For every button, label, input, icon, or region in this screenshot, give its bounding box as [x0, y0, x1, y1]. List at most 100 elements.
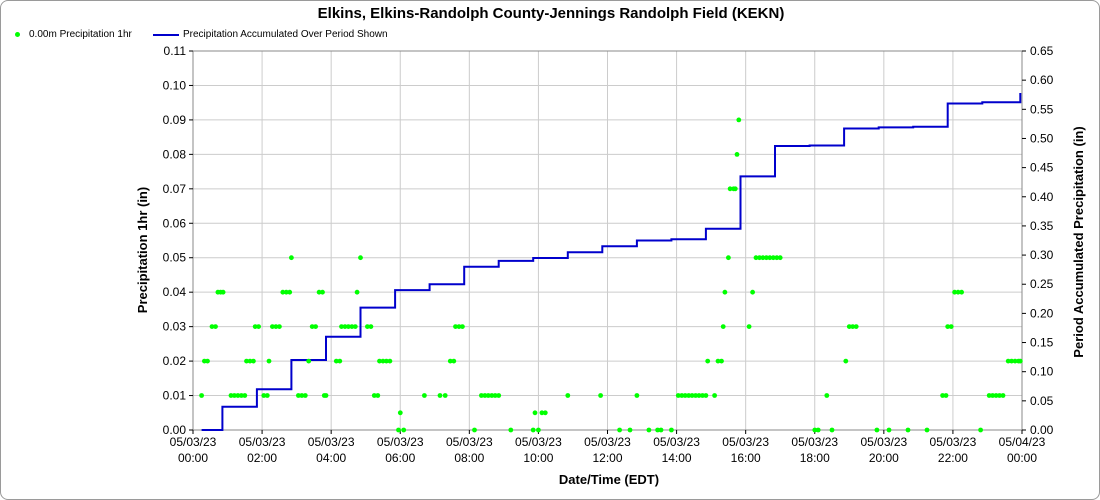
precip-1hr-point — [485, 393, 491, 398]
precip-1hr-point — [508, 427, 514, 433]
precip-1hr-point — [472, 427, 477, 433]
precip-1hr-point — [342, 324, 348, 329]
precip-1hr-point — [365, 324, 370, 329]
y-right-tick-label: 0.30 — [1030, 248, 1054, 262]
y-right-tick-label: 0.10 — [1030, 365, 1054, 379]
precip-1hr-point — [703, 393, 709, 398]
precip-1hr-point — [853, 324, 859, 329]
precip-1hr-point — [244, 358, 249, 364]
x-tick-label-time: 00:00 — [1007, 451, 1037, 465]
precip-1hr-point — [874, 427, 880, 433]
x-tick-label-time: 20:00 — [869, 451, 899, 465]
precip-1hr-point — [354, 289, 360, 295]
precip-1hr-point — [209, 324, 215, 329]
y-left-tick-label: 0.09 — [163, 113, 187, 127]
precip-1hr-point — [1017, 358, 1023, 364]
y-left-tick-label: 0.01 — [163, 389, 187, 403]
x-tick-label-time: 12:00 — [592, 451, 622, 465]
precip-1hr-point — [705, 358, 711, 364]
precip-1hr-point — [764, 255, 769, 261]
precip-1hr-point — [1009, 358, 1014, 364]
precip-1hr-point — [205, 358, 210, 364]
precip-1hr-point — [349, 324, 355, 329]
y-right-tick-label: 0.50 — [1030, 131, 1054, 145]
precip-1hr-point — [232, 393, 237, 398]
precip-1hr-point — [256, 324, 261, 329]
x-tick-label-date: 05/03/23 — [722, 435, 769, 449]
x-tick-label-date: 05/03/23 — [170, 435, 217, 449]
x-tick-label-time: 00:00 — [178, 451, 208, 465]
precip-1hr-point — [242, 393, 248, 398]
x-tick-label-date: 05/03/23 — [308, 435, 355, 449]
precip-1hr-point — [313, 324, 318, 329]
precip-1hr-point — [945, 324, 951, 329]
precip-1hr-point — [715, 358, 721, 364]
y-right-tick-label: 0.45 — [1030, 161, 1054, 175]
precip-1hr-point — [277, 324, 282, 329]
precip-1hr-point — [397, 410, 403, 416]
precip-1hr-point — [669, 427, 674, 433]
y-left-tick-label: 0.02 — [163, 354, 187, 368]
precip-1hr-point — [757, 255, 762, 261]
precip-1hr-point — [886, 427, 892, 433]
precip-1hr-point — [824, 393, 830, 398]
y-left-tick-label: 0.05 — [163, 251, 187, 265]
precip-1hr-point — [542, 410, 548, 416]
precip-1hr-point — [323, 393, 329, 398]
precip-1hr-point — [306, 358, 312, 364]
precip-1hr-point — [693, 393, 698, 398]
precip-1hr-point — [489, 393, 495, 398]
precip-1hr-point — [447, 358, 453, 364]
x-tick-label-time: 10:00 — [523, 451, 553, 465]
y-right-tick-label: 0.25 — [1030, 277, 1054, 291]
y-right-tick-label: 0.55 — [1030, 102, 1054, 116]
precip-1hr-point — [1012, 358, 1018, 364]
precip-1hr-point — [371, 393, 377, 398]
precip-1hr-point — [252, 324, 258, 329]
precip-1hr-point — [712, 393, 717, 398]
precip-1hr-point — [689, 393, 695, 398]
precip-1hr-point — [726, 255, 731, 261]
precip-1hr-point — [767, 255, 773, 261]
precip-1hr-point — [346, 324, 351, 329]
precip-1hr-point — [337, 358, 343, 364]
precip-1hr-point — [959, 289, 964, 295]
precip-1hr-point — [734, 152, 740, 157]
precip-1hr-point — [943, 393, 949, 398]
precip-1hr-point — [746, 324, 752, 329]
x-tick-label-time: 18:00 — [800, 451, 830, 465]
precip-1hr-point — [299, 393, 305, 398]
y-left-tick-label: 0.03 — [163, 320, 187, 334]
x-axis-ticks: 05/03/23 00:00 05/03/23 02:00 05/03/23 04:00 0… — [170, 430, 1046, 465]
precip-1hr-point — [952, 289, 957, 295]
y-left-tick-label: 0.00 — [163, 423, 187, 437]
x-tick-label-date: 05/03/23 — [653, 435, 700, 449]
x-axis-label: Date/Time (EDT) — [559, 472, 659, 487]
x-tick-label-date: 05/03/23 — [377, 435, 424, 449]
precip-1hr-point — [289, 255, 294, 261]
y-right-tick-label: 0.35 — [1030, 219, 1054, 233]
precip-1hr-point — [228, 393, 234, 398]
precip-1hr-point — [536, 427, 541, 433]
precip-1hr-point — [287, 289, 293, 295]
y-right-tick-label: 0.00 — [1030, 423, 1054, 437]
precip-1hr-point — [380, 358, 386, 364]
precip-1hr-point — [456, 324, 462, 329]
x-tick-label-time: 22:00 — [938, 451, 968, 465]
y-right-tick-label: 0.15 — [1030, 336, 1054, 350]
precip-1hr-point — [492, 393, 498, 398]
precip-1hr-point — [627, 427, 633, 433]
legend-scatter-label: 0.00m Precipitation 1hr — [29, 29, 132, 40]
precip-1hr-point — [777, 255, 783, 261]
precip-1hr-point — [530, 427, 536, 433]
precip-1hr-point — [302, 393, 308, 398]
precip-1hr-point — [479, 393, 484, 398]
y-left-tick-label: 0.07 — [163, 182, 187, 196]
precip-1hr-point — [846, 324, 852, 329]
precip-1hr-point — [682, 393, 688, 398]
accumulated-precip-line — [201, 93, 1022, 431]
precip-1hr-point — [270, 324, 275, 329]
y-left-tick-label: 0.11 — [164, 44, 187, 58]
x-tick-label-date: 05/03/23 — [930, 435, 977, 449]
